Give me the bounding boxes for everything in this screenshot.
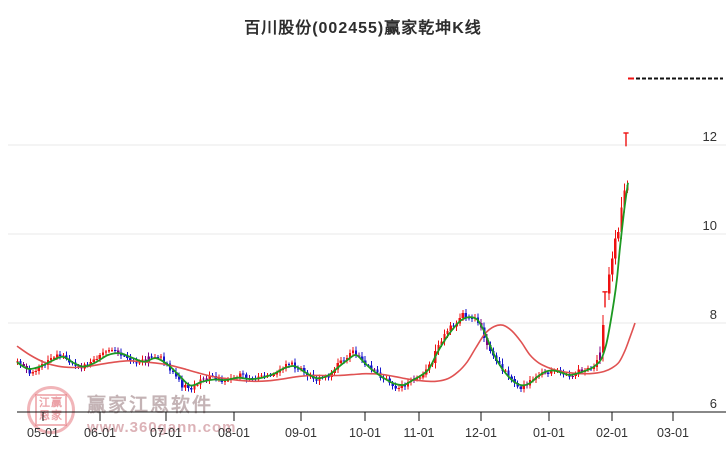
candle (608, 267, 611, 301)
y-axis-label: 12 (703, 129, 717, 144)
candle (101, 348, 105, 358)
candle (348, 349, 352, 363)
seal-row: 恩家 (39, 410, 63, 422)
ma-slow-line (16, 322, 636, 383)
watermark-brand: 赢家江恩软件 (87, 395, 214, 416)
x-axis-label: 11-01 (403, 426, 434, 440)
candle (239, 370, 242, 381)
candle (510, 374, 513, 383)
watermark-seal-icon: 江赢 恩家 (27, 386, 75, 434)
candle (303, 364, 306, 377)
x-axis-label: 10-01 (349, 426, 381, 440)
watermark-seal-text: 江赢 恩家 (35, 394, 67, 426)
candle (400, 380, 403, 392)
candle (574, 371, 577, 379)
candle (104, 349, 108, 356)
candle (28, 365, 31, 376)
y-axis-label: 6 (710, 396, 717, 411)
candle (113, 346, 117, 353)
candle (110, 347, 114, 353)
grid-layer (8, 144, 726, 324)
candle (315, 375, 318, 384)
x-axis-label: 08-01 (218, 426, 250, 440)
candle (129, 353, 132, 365)
candle (159, 353, 162, 360)
candle (406, 379, 410, 390)
candle (422, 371, 425, 380)
candle (614, 230, 617, 265)
candle (351, 347, 355, 356)
ma-fast-line (16, 182, 629, 387)
x-axis-label: 02-01 (596, 426, 628, 440)
x-axis-label: 03-01 (657, 426, 689, 440)
candle (208, 371, 211, 384)
seal-row: 江赢 (39, 397, 63, 409)
candle (370, 361, 373, 373)
candle (107, 347, 111, 353)
x-axis-label: 01-01 (533, 426, 565, 440)
candle (501, 358, 504, 375)
candle (547, 371, 550, 377)
y-axis-label: 8 (710, 307, 717, 322)
watermark: 江赢 恩家 赢家江恩软件 www.360gann.com (27, 386, 236, 436)
x-axis-label: 05-01 (27, 426, 59, 440)
y-axis: 6 8 10 12 (703, 129, 717, 411)
candle (397, 385, 400, 392)
candle (242, 370, 245, 379)
candle (443, 329, 446, 346)
candle (178, 372, 181, 382)
candle (59, 351, 62, 360)
page-title: 百川股份(002455)赢家乾坤K线 (244, 20, 482, 37)
candle (336, 358, 339, 374)
x-axis-label: 07-01 (150, 426, 182, 440)
x-axis-label: 06-01 (84, 426, 116, 440)
candle (117, 347, 120, 357)
gap-markers-layer (602, 132, 629, 308)
candle (522, 380, 525, 393)
candle (577, 365, 580, 378)
x-axis: 05-01 06-01 07-01 08-01 09-01 10-01 11-01 12-01… (17, 411, 726, 440)
candle (193, 380, 196, 394)
candle (19, 358, 22, 369)
candle (617, 227, 620, 242)
candle (464, 309, 467, 322)
candle (34, 367, 37, 376)
x-axis-label: 12-01 (465, 426, 497, 440)
candle (184, 381, 187, 392)
candle (284, 360, 288, 372)
candle (611, 251, 614, 282)
candle (190, 385, 193, 393)
x-axis-label: 09-01 (285, 426, 317, 440)
candle (31, 369, 34, 377)
watermark-url: www.360gann.com (87, 419, 237, 436)
y-axis-label: 10 (703, 218, 717, 233)
